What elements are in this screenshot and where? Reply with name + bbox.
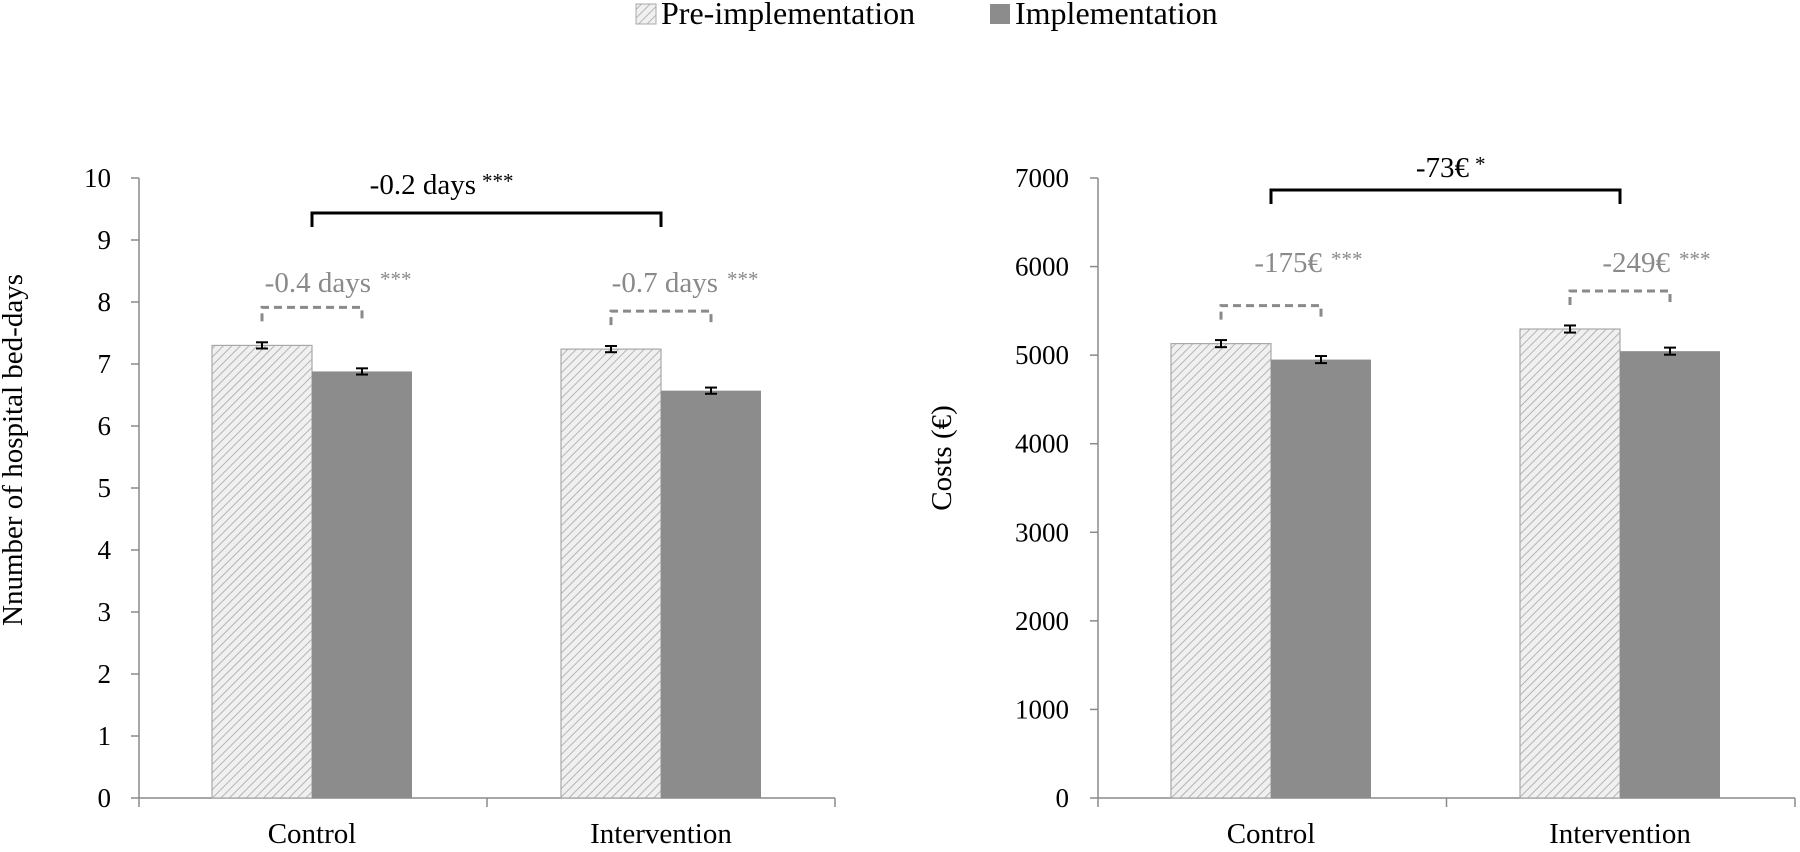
sub-annotation-control-text: -0.4 days — [265, 267, 371, 299]
legend-label-implementation: Implementation — [1015, 0, 1218, 31]
sub-annotation-intervention-stars: *** — [1679, 247, 1711, 271]
bar-pre-implementation — [211, 344, 313, 799]
y-tick-label: 0 — [1056, 783, 1070, 813]
legend-label-pre-implementation: Pre-implementation — [661, 0, 915, 31]
legend-swatch-implementation — [990, 4, 1010, 24]
y-tick-label: 2 — [98, 659, 112, 689]
y-tick-label: 2000 — [1015, 606, 1069, 636]
sub-annotation-control-text: -175€ — [1254, 247, 1322, 279]
y-tick-label: 6000 — [1015, 252, 1069, 282]
category-label-control: Control — [268, 818, 357, 850]
main-annotation-text: -73€ — [1416, 152, 1470, 184]
y-tick-label: 3 — [98, 597, 112, 627]
y-tick-label: 7000 — [1015, 163, 1069, 193]
chart-costs: Costs (€) Control Intervention -73€ * -1… — [926, 152, 1796, 850]
bar-pre-implementation — [1519, 328, 1621, 799]
main-annotation-bracket — [1269, 188, 1622, 204]
y-axis-label: Costs (€) — [926, 405, 958, 511]
bar-pre-implementation — [1170, 343, 1272, 799]
sub-annotation-intervention-stars: *** — [727, 267, 759, 291]
y-axis-label: Nnumber of hospital bed-days — [0, 274, 29, 626]
chart-bed-days: Nnumber of hospital bed-days Control Int… — [0, 163, 836, 850]
category-label-control: Control — [1227, 818, 1316, 850]
y-tick-label: 5 — [98, 473, 112, 503]
sub-annotation-bracket — [260, 305, 364, 322]
y-tick-label: 8 — [98, 287, 112, 317]
y-tick-label: 1 — [98, 721, 112, 751]
bar-implementation — [1620, 351, 1720, 798]
y-tick-label: 5000 — [1015, 340, 1069, 370]
main-annotation-stars: *** — [482, 169, 514, 193]
sub-annotation-bracket — [1568, 289, 1672, 306]
bar-implementation — [312, 371, 412, 798]
y-tick-label: 1000 — [1015, 694, 1069, 724]
y-tick-label: 4000 — [1015, 429, 1069, 459]
y-tick-label: 10 — [84, 163, 111, 193]
y-tick-label: 0 — [98, 783, 112, 813]
sub-annotation-bracket — [1219, 304, 1323, 320]
sub-annotation-control-stars: *** — [1331, 247, 1363, 271]
sub-annotation-intervention-text: -249€ — [1602, 247, 1670, 279]
y-tick-label: 3000 — [1015, 517, 1069, 547]
main-annotation-text: -0.2 days — [370, 169, 476, 201]
bar-pre-implementation — [560, 348, 662, 799]
main-annotation-stars: * — [1475, 152, 1486, 176]
legend-swatch-pre-implementation — [635, 3, 657, 25]
sub-annotation-intervention-text: -0.7 days — [612, 267, 718, 299]
bar-implementation — [1271, 359, 1371, 798]
category-label-intervention: Intervention — [590, 818, 732, 850]
y-tick-label: 9 — [98, 225, 112, 255]
sub-annotation-control-stars: *** — [380, 267, 412, 291]
sub-annotation-bracket — [609, 309, 713, 326]
y-tick-label: 4 — [98, 535, 112, 565]
legend: Pre-implementation Implementation — [635, 0, 1218, 31]
bar-implementation — [661, 390, 761, 798]
main-annotation-bracket — [310, 211, 663, 227]
y-tick-label: 7 — [98, 349, 112, 379]
category-label-intervention: Intervention — [1549, 818, 1691, 850]
y-tick-label: 6 — [98, 411, 112, 441]
